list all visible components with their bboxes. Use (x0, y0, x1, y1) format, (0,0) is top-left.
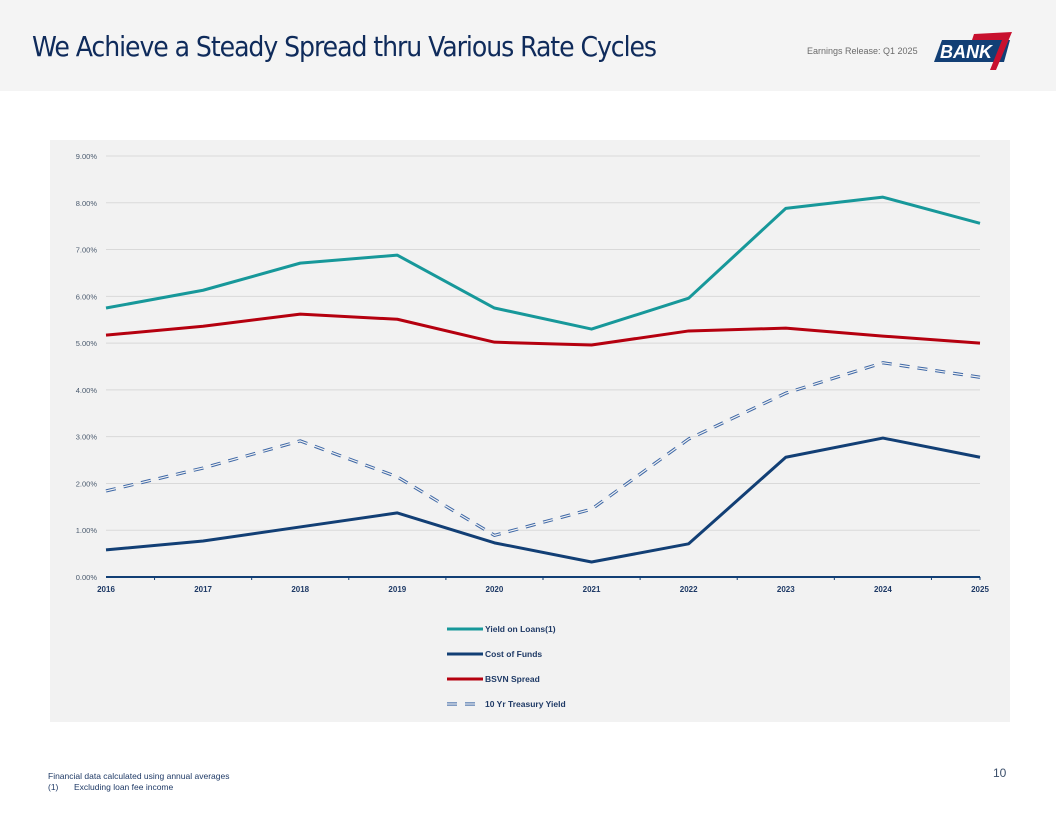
x-tick-label: 2019 (388, 585, 406, 594)
bank7-logo-icon: BANK (934, 32, 1012, 70)
logo-text: BANK (940, 42, 994, 62)
x-tick-label: 2020 (486, 585, 504, 594)
y-tick-label: 7.00% (76, 246, 98, 255)
x-tick-label: 2025 (971, 585, 989, 594)
y-tick-label: 6.00% (76, 292, 98, 301)
logo-seven (972, 32, 1012, 70)
chart-area: 0.00% 1.00% 2.00% 3.00% 4.00% 5.00% 6.00% 7.00%… (50, 140, 1010, 722)
release-label: Earnings Release: Q1 2025 (807, 46, 918, 56)
legend-label: Cost of Funds (485, 649, 542, 659)
y-tick-label: 1.00% (76, 526, 98, 535)
footer-note: Financial data calculated using annual a… (48, 771, 230, 781)
line-chart: 0.00% 1.00% 2.00% 3.00% 4.00% 5.00% 6.00% 7.00%… (76, 152, 990, 709)
logo-badge (934, 40, 1010, 62)
series-line-10-yr-treasury-yield-inner (105, 362, 981, 536)
series-line-cost-of-funds (105, 436, 981, 564)
y-tick-label: 2.00% (76, 479, 98, 488)
slide-header: We Achieve a Steady Spread thru Various … (0, 0, 1056, 91)
y-tick-label: 4.00% (76, 386, 98, 395)
x-tick-label: 2023 (777, 585, 795, 594)
x-tick-label: 2018 (291, 585, 309, 594)
page-title: We Achieve a Steady Spread thru Various … (32, 30, 657, 63)
y-tick-label: 5.00% (76, 339, 98, 348)
y-tick-label: 3.00% (76, 433, 98, 442)
footnote: (1) Excluding loan fee income (48, 782, 173, 792)
series-line-bsvn-spread (105, 312, 981, 347)
legend-label: 10 Yr Treasury Yield (485, 699, 566, 709)
legend-label: BSVN Spread (485, 674, 540, 684)
legend-label: Yield on Loans(1) (485, 624, 556, 634)
x-tick-label: 2021 (583, 585, 601, 594)
x-tick-label: 2017 (194, 585, 212, 594)
footnote-marker: (1) (48, 782, 59, 792)
y-tick-label: 0.00% (76, 573, 98, 582)
page-number: 10 (993, 766, 1007, 780)
y-tick-label: 9.00% (76, 152, 98, 161)
x-tick-label: 2016 (97, 585, 115, 594)
y-tick-label: 8.00% (76, 199, 98, 208)
x-tick-label: 2022 (680, 585, 698, 594)
footnote-text: Excluding loan fee income (74, 782, 174, 792)
series-line-yield-on-loans-1 (105, 195, 981, 331)
x-tick-label: 2024 (874, 585, 892, 594)
series-line-10-yr-treasury-yield (105, 361, 981, 537)
